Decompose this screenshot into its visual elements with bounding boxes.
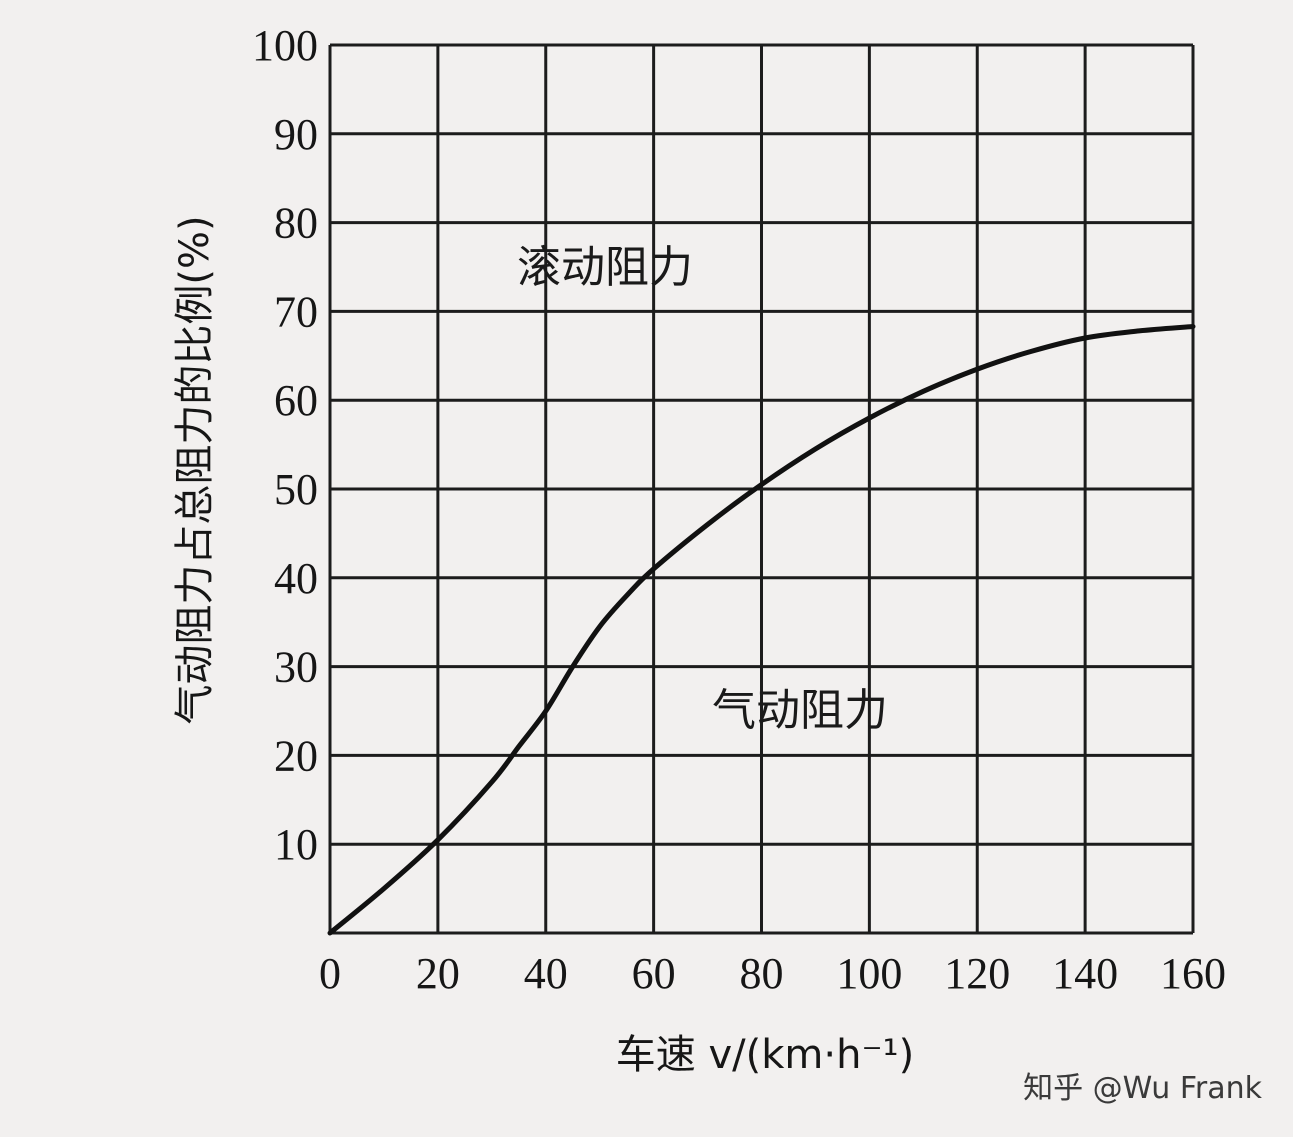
y-axis-label: 气动阻力占总阻力的比例(%) <box>172 215 218 724</box>
x-tick-label-6: 120 <box>944 949 1010 998</box>
x-axis-label: 车速 v/(km·h⁻¹) <box>616 1032 914 1078</box>
series-layer <box>327 324 1196 936</box>
x-axis-ticks: 0 20 40 60 80 100 120 140 160 <box>319 949 1226 998</box>
y-tick-label-0: 10 <box>274 820 318 869</box>
x-tick-label-2: 40 <box>524 949 568 998</box>
y-tick-label-3: 40 <box>274 554 318 603</box>
grid <box>328 43 1195 935</box>
x-tick-label-0: 0 <box>319 949 341 998</box>
watermark: 知乎 @Wu Frank <box>1023 1071 1262 1106</box>
x-tick-label-3: 60 <box>632 949 676 998</box>
y-tick-label-5: 60 <box>274 376 318 425</box>
series-line-0 <box>327 324 1196 936</box>
x-tick-label-5: 100 <box>836 949 902 998</box>
region-label-rolling-resistance: 滚动阻力 <box>517 242 693 293</box>
y-axis-ticks: 10 20 30 40 50 60 70 80 90 100 <box>252 21 318 869</box>
y-tick-label-4: 50 <box>274 465 318 514</box>
x-tick-label-4: 80 <box>740 949 784 998</box>
y-tick-label-6: 70 <box>274 287 318 336</box>
x-tick-label-8: 160 <box>1160 949 1226 998</box>
region-label-aerodynamic-drag: 气动阻力 <box>712 685 888 736</box>
y-tick-label-7: 80 <box>274 199 318 248</box>
x-tick-label-7: 140 <box>1052 949 1118 998</box>
y-tick-label-1: 20 <box>274 731 318 780</box>
y-tick-label-2: 30 <box>274 643 318 692</box>
x-tick-label-1: 20 <box>416 949 460 998</box>
y-tick-label-8: 90 <box>274 110 318 159</box>
y-tick-label-9: 100 <box>252 21 318 70</box>
